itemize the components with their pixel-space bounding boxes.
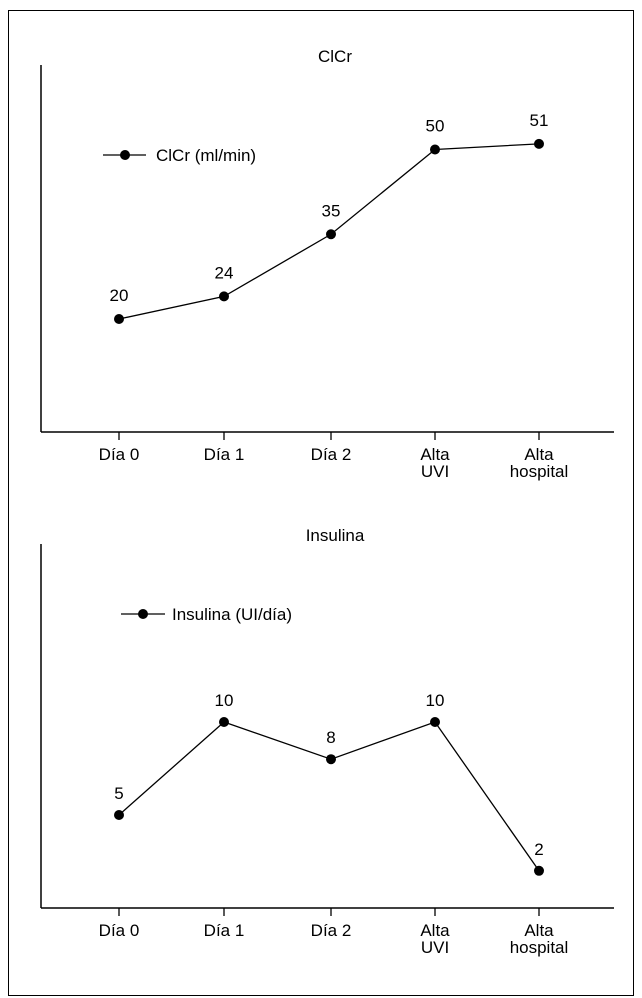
- legend-label: Insulina (UI/día): [172, 605, 292, 624]
- x-tick-labels: Día 0 Día 1 Día 2 Alta UVI Alta hospital: [99, 921, 569, 957]
- legend: Insulina (UI/día): [121, 605, 292, 624]
- x-tick-label: Día 0: [99, 445, 140, 464]
- data-point: [219, 717, 229, 727]
- figure-frame: [8, 10, 634, 996]
- data-points: [114, 717, 544, 876]
- data-point: [114, 314, 124, 324]
- data-labels: 20 24 35 50 51: [110, 111, 549, 305]
- x-tick-label: Alta hospital: [510, 445, 569, 481]
- data-point: [430, 144, 440, 155]
- data-label: 24: [215, 263, 234, 282]
- data-label: 2: [534, 840, 543, 859]
- data-point: [219, 291, 229, 302]
- data-label: 8: [326, 728, 335, 747]
- data-points: [114, 138, 544, 324]
- x-tick-label: Día 2: [311, 445, 352, 464]
- data-label: 51: [530, 111, 549, 130]
- chart-title: Insulina: [306, 526, 365, 545]
- data-point: [114, 810, 124, 820]
- data-point: [534, 138, 544, 149]
- legend-marker: [120, 150, 130, 160]
- data-label: 20: [110, 286, 129, 305]
- x-tick-label: Alta UVI: [420, 445, 450, 481]
- x-tick-label: Día 1: [204, 921, 245, 940]
- data-point: [326, 229, 336, 240]
- data-label: 10: [426, 691, 445, 710]
- data-labels: 5 10 8 10 2: [114, 691, 543, 859]
- x-ticks: [118, 908, 540, 916]
- legend-label: ClCr (ml/min): [156, 146, 256, 165]
- x-tick-label: Día 2: [311, 921, 352, 940]
- x-tick-labels: Día 0 Día 1 Día 2 Alta UVI Alta hospital: [99, 445, 569, 481]
- data-point: [534, 865, 544, 876]
- insulina-chart: Insulina Día 0 Día 1 Día 2 Alta UVI Alta hospi…: [40, 526, 614, 957]
- data-point: [430, 717, 440, 727]
- x-tick-label: Día 0: [99, 921, 140, 940]
- x-ticks: [118, 432, 540, 440]
- legend-marker: [138, 609, 148, 619]
- data-label: 50: [426, 117, 445, 136]
- x-tick-label: Alta hospital: [510, 921, 569, 957]
- data-label: 5: [114, 784, 123, 803]
- data-label: 10: [215, 691, 234, 710]
- data-label: 35: [322, 201, 341, 220]
- data-point: [326, 754, 336, 765]
- legend: ClCr (ml/min): [103, 146, 256, 165]
- chart-title: ClCr: [318, 47, 352, 66]
- x-tick-label: Alta UVI: [420, 921, 450, 957]
- x-tick-label: Día 1: [204, 445, 245, 464]
